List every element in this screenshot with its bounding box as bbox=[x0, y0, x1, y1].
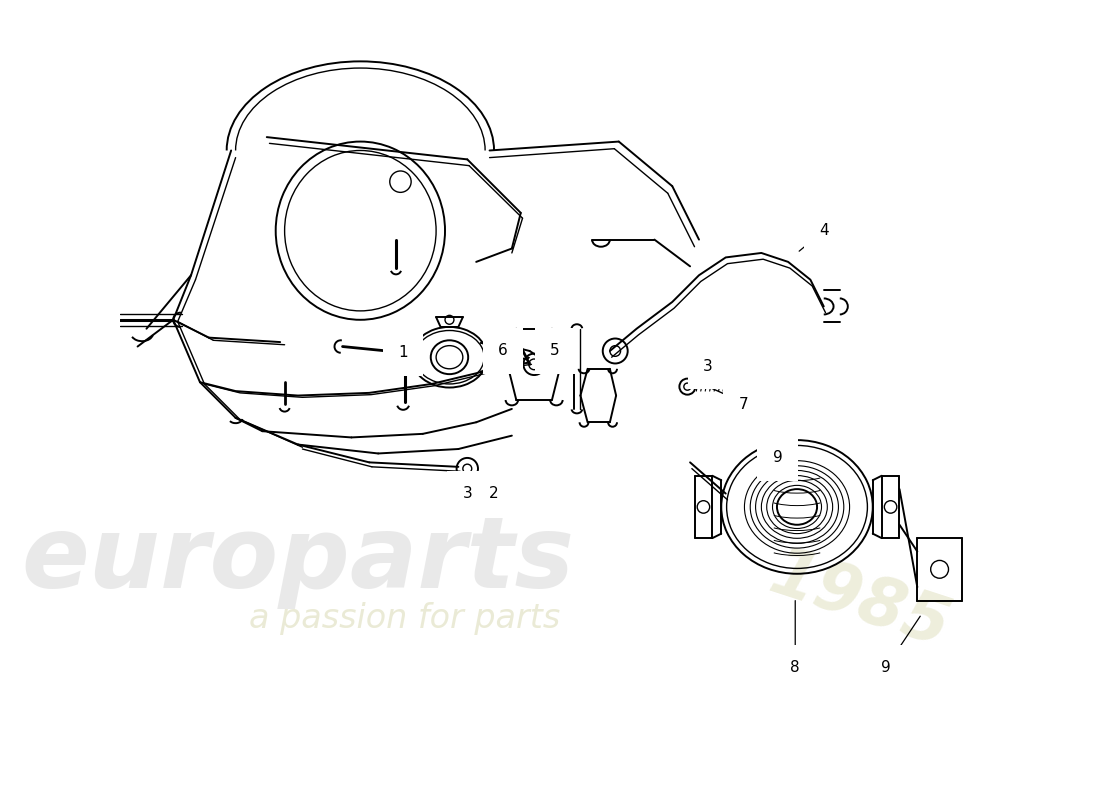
Text: 8: 8 bbox=[791, 660, 800, 675]
Text: 3: 3 bbox=[703, 358, 713, 374]
Text: 7: 7 bbox=[739, 397, 748, 412]
Text: 9: 9 bbox=[772, 450, 782, 466]
Text: 4: 4 bbox=[818, 223, 828, 238]
Text: 9: 9 bbox=[881, 660, 891, 675]
Text: 1: 1 bbox=[398, 346, 408, 360]
Text: a passion for parts: a passion for parts bbox=[250, 602, 561, 635]
Text: 5: 5 bbox=[550, 343, 560, 358]
Text: 6: 6 bbox=[498, 343, 508, 358]
Text: europarts: europarts bbox=[22, 512, 574, 609]
Text: 1985: 1985 bbox=[761, 541, 958, 661]
Text: 2: 2 bbox=[490, 486, 498, 501]
Text: 3: 3 bbox=[462, 486, 472, 501]
